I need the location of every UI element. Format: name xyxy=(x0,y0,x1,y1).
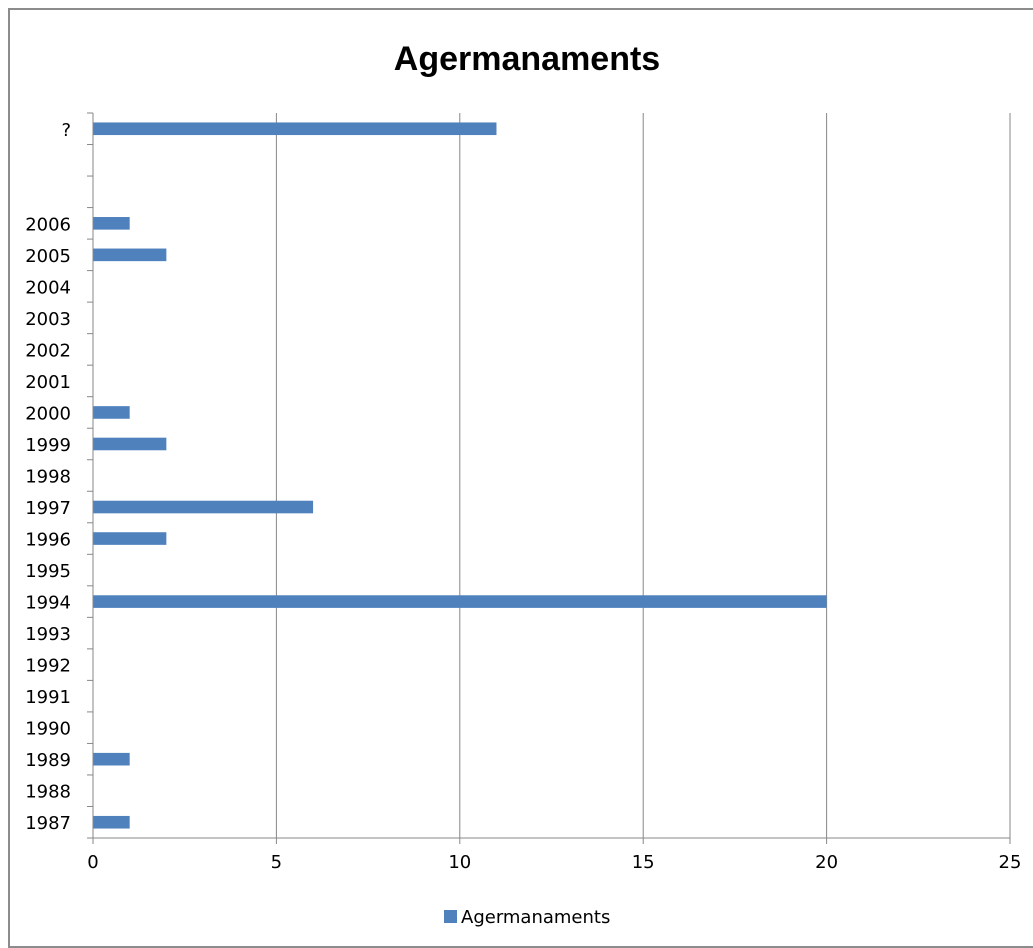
bar xyxy=(93,752,130,766)
legend-swatch xyxy=(444,910,457,923)
x-tick-label: 15 xyxy=(632,852,655,873)
y-tick-label: 1991 xyxy=(25,687,71,708)
y-tick-label: 2002 xyxy=(25,340,71,361)
bar xyxy=(93,406,130,419)
bar xyxy=(93,122,497,136)
gridlines xyxy=(275,113,1011,838)
x-tick-label: 20 xyxy=(815,852,838,873)
y-tick-label: 1992 xyxy=(25,656,71,677)
y-tick-label: 1989 xyxy=(25,750,71,771)
x-tick-label: 25 xyxy=(999,852,1022,873)
axes: 0 5 10 15 20 25 1987 1988 1989 1990 1991 1992 1993 19… xyxy=(25,112,1022,873)
y-tick-label: 2000 xyxy=(25,403,71,424)
bar xyxy=(93,500,314,514)
bar xyxy=(93,532,167,545)
y-tick-label: 2005 xyxy=(25,246,71,267)
y-tick-label: 1987 xyxy=(25,813,71,834)
legend-label: Agermanaments xyxy=(461,907,610,928)
y-tick-label: 1994 xyxy=(25,593,71,614)
x-tick-label: 0 xyxy=(87,852,98,873)
y-tick-label: 1996 xyxy=(25,530,71,551)
bar xyxy=(93,248,167,262)
y-tick-label: 2006 xyxy=(25,214,71,235)
y-tick-label: 1999 xyxy=(25,435,71,456)
y-tick-label: 1997 xyxy=(25,498,71,519)
y-tick-label: 1998 xyxy=(25,467,71,488)
chart-title: Agermanaments xyxy=(394,40,660,78)
y-tick-label: 1993 xyxy=(25,624,71,645)
legend: Agermanaments xyxy=(444,907,610,928)
chart-frame xyxy=(8,8,1033,948)
y-tick-label: ? xyxy=(61,120,71,141)
y-tick-label: 2003 xyxy=(25,309,71,330)
bar xyxy=(93,595,827,608)
y-tick-label: 2001 xyxy=(25,372,71,393)
y-tick-label: 1990 xyxy=(25,719,71,740)
y-tick-label: 1988 xyxy=(25,782,71,803)
y-tick-label: 1995 xyxy=(25,561,71,582)
x-tick-label: 5 xyxy=(271,852,282,873)
x-tick-label: 10 xyxy=(448,852,471,873)
bar xyxy=(93,217,130,230)
y-tick-label: 2004 xyxy=(25,277,71,298)
bars xyxy=(93,122,827,829)
bar xyxy=(93,815,130,829)
bar xyxy=(93,437,167,451)
